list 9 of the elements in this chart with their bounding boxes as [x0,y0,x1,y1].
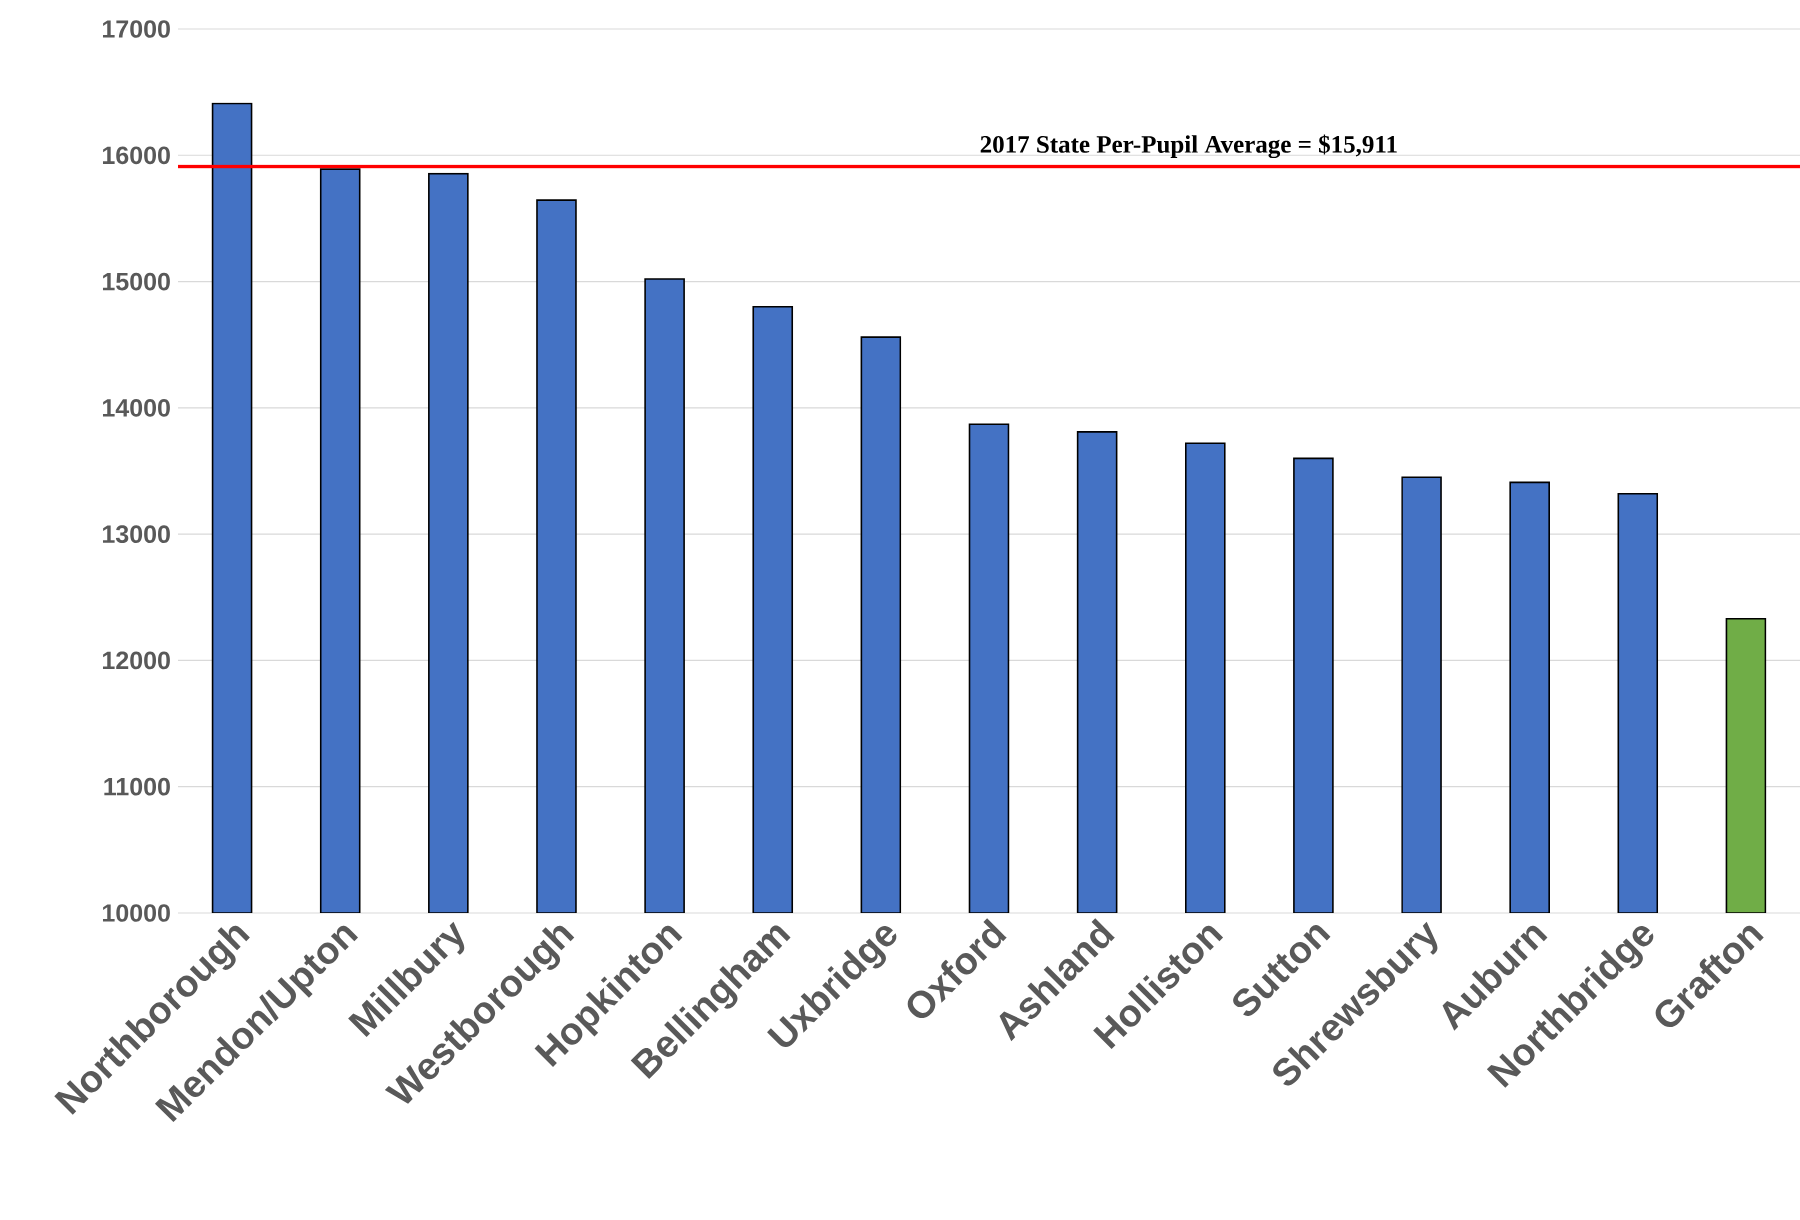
y-tick-label: 16000 [102,146,170,165]
y-tick-label: 12000 [102,651,170,670]
y-tick-label: 14000 [102,399,170,417]
y-tick-label: 17000 [102,20,170,38]
y-tick-label: 10000 [102,904,170,922]
y-tick-label: 13000 [102,525,170,543]
y-tick-label: 15000 [102,272,170,291]
y-tick-label: 11000 [104,777,170,796]
ref-line-label: 2017 State Per-Pupil Average = $15,911 [980,134,1397,159]
